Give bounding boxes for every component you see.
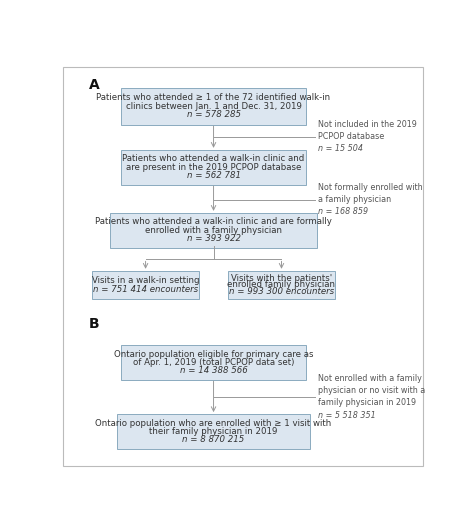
- FancyBboxPatch shape: [63, 68, 423, 466]
- Text: Ontario population who are enrolled with ≥ 1 visit with: Ontario population who are enrolled with…: [95, 419, 332, 428]
- FancyBboxPatch shape: [120, 345, 307, 380]
- Text: Patients who attended a walk-in clinic and: Patients who attended a walk-in clinic a…: [122, 154, 305, 163]
- FancyBboxPatch shape: [120, 88, 307, 125]
- Text: clinics between Jan. 1 and Dec. 31, 2019: clinics between Jan. 1 and Dec. 31, 2019: [126, 101, 301, 110]
- Text: Not enrolled with a family: Not enrolled with a family: [318, 374, 422, 383]
- Text: n = 993 300 encounters: n = 993 300 encounters: [229, 287, 334, 296]
- Text: B: B: [89, 317, 99, 332]
- Text: physician or no visit with a: physician or no visit with a: [318, 386, 426, 395]
- Text: n = 578 285: n = 578 285: [187, 110, 240, 119]
- FancyBboxPatch shape: [117, 414, 310, 449]
- FancyBboxPatch shape: [109, 213, 318, 248]
- Text: Not formally enrolled with: Not formally enrolled with: [318, 183, 423, 192]
- FancyBboxPatch shape: [120, 149, 307, 184]
- Text: Patients who attended ≥ 1 of the 72 identified walk-in: Patients who attended ≥ 1 of the 72 iden…: [97, 93, 330, 102]
- Text: Not included in the 2019: Not included in the 2019: [318, 120, 417, 129]
- Text: n = 15 504: n = 15 504: [318, 144, 363, 153]
- Text: n = 8 870 215: n = 8 870 215: [182, 435, 245, 444]
- Text: of Apr. 1, 2019 (total PCPOP data set): of Apr. 1, 2019 (total PCPOP data set): [133, 357, 294, 366]
- Text: family physician in 2019: family physician in 2019: [318, 398, 416, 407]
- Text: n = 393 922: n = 393 922: [187, 234, 240, 243]
- FancyBboxPatch shape: [228, 270, 335, 299]
- Text: enrolled family physician: enrolled family physician: [228, 280, 336, 289]
- FancyBboxPatch shape: [92, 270, 199, 299]
- Text: are present in the 2019 PCPOP database: are present in the 2019 PCPOP database: [126, 163, 301, 172]
- Text: PCPOP database: PCPOP database: [318, 132, 384, 141]
- Text: Patients who attended a walk-in clinic and are formally: Patients who attended a walk-in clinic a…: [95, 218, 332, 227]
- Text: Visits in a walk-in setting: Visits in a walk-in setting: [92, 276, 200, 285]
- Text: n = 14 388 566: n = 14 388 566: [180, 366, 247, 375]
- Text: their family physician in 2019: their family physician in 2019: [149, 427, 278, 436]
- Text: n = 562 781: n = 562 781: [187, 171, 240, 180]
- Text: enrolled with a family physician: enrolled with a family physician: [145, 225, 282, 234]
- Text: A: A: [89, 78, 100, 91]
- Text: n = 168 859: n = 168 859: [318, 208, 368, 216]
- Text: a family physician: a family physician: [318, 195, 392, 204]
- Text: n = 5 518 351: n = 5 518 351: [318, 411, 376, 420]
- Text: Ontario population eligible for primary care as: Ontario population eligible for primary …: [114, 350, 313, 359]
- Text: n = 751 414 encounters: n = 751 414 encounters: [93, 285, 198, 294]
- Text: Visits with the patients': Visits with the patients': [231, 274, 332, 283]
